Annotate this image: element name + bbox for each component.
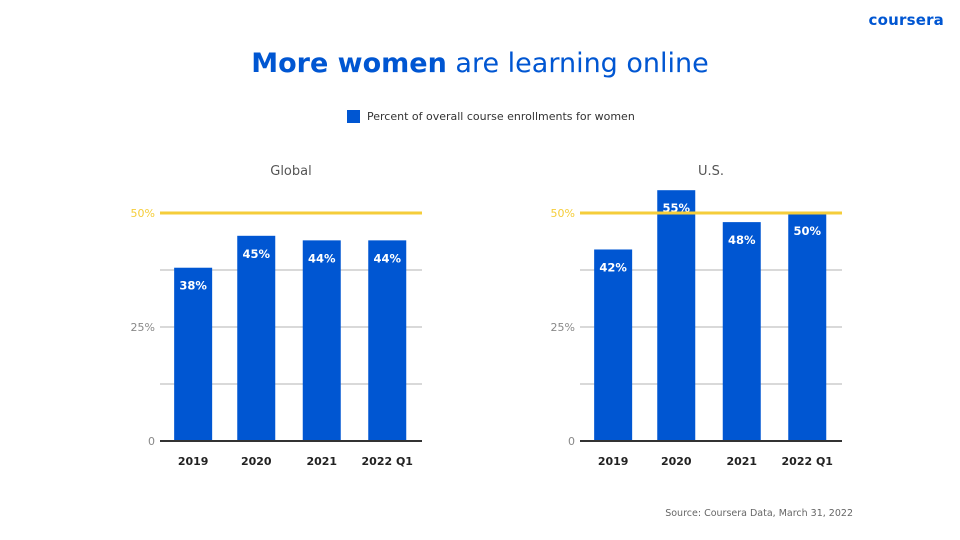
x-tick-label: 2019: [178, 455, 209, 468]
x-tick-label: 2020: [241, 455, 272, 468]
data-label: 38%: [179, 279, 207, 293]
title-bold: More women: [251, 48, 447, 79]
data-label: 44%: [308, 251, 336, 265]
x-tick-label: 2022 Q1: [782, 455, 833, 468]
bar: [368, 240, 407, 441]
y-tick-label: 25%: [131, 321, 155, 334]
legend-swatch: [347, 110, 360, 123]
title-rest: are learning online: [446, 48, 709, 79]
page-title: More women are learning online: [0, 48, 960, 79]
x-tick-label: 2019: [598, 455, 629, 468]
data-label: 50%: [793, 224, 821, 238]
x-tick-label: 2021: [306, 455, 337, 468]
chart-title: U.S.: [698, 164, 724, 179]
y-tick-label: 25%: [551, 321, 575, 334]
bar: [722, 222, 761, 441]
y-tick-label: 50%: [131, 207, 155, 220]
y-tick-label: 0: [568, 435, 575, 448]
data-label: 45%: [242, 247, 270, 261]
data-label: 48%: [728, 233, 756, 247]
source-note: Source: Coursera Data, March 31, 2022: [665, 508, 853, 519]
bar: [174, 267, 213, 441]
x-tick-label: 2020: [661, 455, 692, 468]
y-tick-label: 0: [148, 435, 155, 448]
bar: [302, 240, 341, 441]
x-tick-label: 2021: [726, 455, 757, 468]
bar: [788, 213, 827, 441]
data-label: 42%: [599, 260, 627, 274]
data-label: 44%: [373, 251, 401, 265]
bar: [657, 190, 696, 441]
y-tick-label: 50%: [551, 207, 575, 220]
x-tick-label: 2022 Q1: [362, 455, 413, 468]
bar: [594, 249, 633, 441]
legend-label: Percent of overall course enrollments fo…: [367, 110, 635, 123]
coursera-logo: coursera: [868, 11, 944, 29]
legend: Percent of overall course enrollments fo…: [347, 110, 635, 123]
bar: [237, 235, 276, 441]
chart-title: Global: [270, 164, 311, 179]
